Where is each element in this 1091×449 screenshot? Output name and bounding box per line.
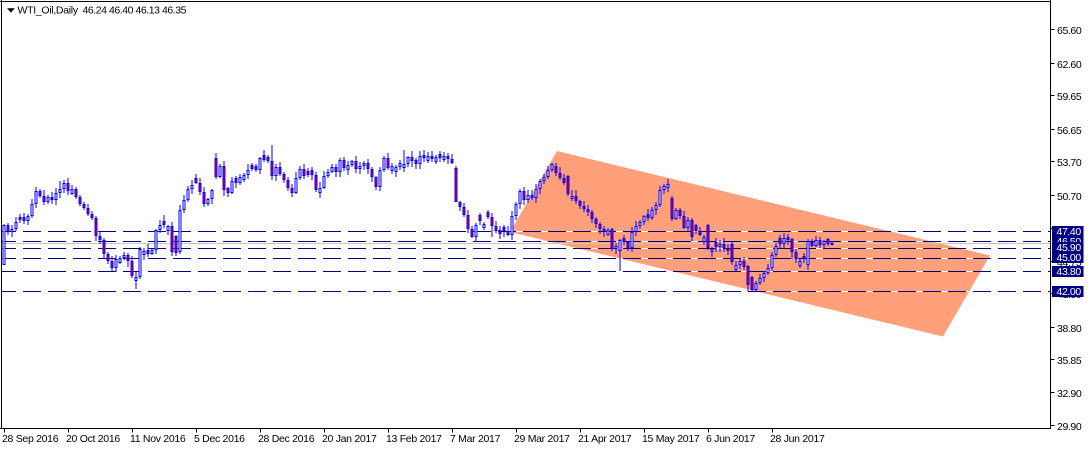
svg-text:15 May 2017: 15 May 2017 — [642, 433, 700, 445]
svg-text:42.00: 42.00 — [1057, 286, 1082, 298]
svg-text:21 Apr 2017: 21 Apr 2017 — [578, 433, 632, 445]
svg-text:43.80: 43.80 — [1057, 266, 1082, 278]
svg-text:56.65: 56.65 — [1057, 125, 1082, 137]
svg-text:32.90: 32.90 — [1057, 388, 1082, 400]
svg-text:46.24 46.40 46.13 46.35: 46.24 46.40 46.13 46.35 — [83, 5, 187, 17]
svg-text:20 Oct 2016: 20 Oct 2016 — [66, 433, 120, 445]
svg-text:50.70: 50.70 — [1057, 191, 1082, 203]
svg-text:WTI_Oil,Daily: WTI_Oil,Daily — [18, 5, 79, 17]
svg-text:6 Jun 2017: 6 Jun 2017 — [706, 433, 755, 445]
svg-text:29.90: 29.90 — [1057, 421, 1082, 433]
svg-text:45.90: 45.90 — [1057, 242, 1082, 254]
svg-text:28 Dec 2016: 28 Dec 2016 — [258, 433, 315, 445]
svg-text:62.60: 62.60 — [1057, 59, 1082, 71]
svg-text:53.70: 53.70 — [1057, 157, 1082, 169]
svg-text:65.60: 65.60 — [1057, 25, 1082, 37]
svg-text:28 Sep 2016: 28 Sep 2016 — [2, 433, 59, 445]
svg-text:13 Feb 2017: 13 Feb 2017 — [386, 433, 442, 445]
svg-text:5 Dec 2016: 5 Dec 2016 — [194, 433, 245, 445]
svg-text:11 Nov 2016: 11 Nov 2016 — [130, 433, 186, 445]
svg-text:47.40: 47.40 — [1057, 226, 1082, 238]
svg-text:38.80: 38.80 — [1057, 323, 1082, 335]
svg-text:29 Mar 2017: 29 Mar 2017 — [514, 433, 570, 445]
svg-text:20 Jan 2017: 20 Jan 2017 — [322, 433, 377, 445]
svg-text:28 Jun 2017: 28 Jun 2017 — [770, 433, 825, 445]
svg-text:7 Mar 2017: 7 Mar 2017 — [450, 433, 501, 445]
svg-text:59.65: 59.65 — [1057, 91, 1082, 103]
svg-text:35.85: 35.85 — [1057, 355, 1082, 367]
svg-text:45.00: 45.00 — [1057, 252, 1082, 264]
